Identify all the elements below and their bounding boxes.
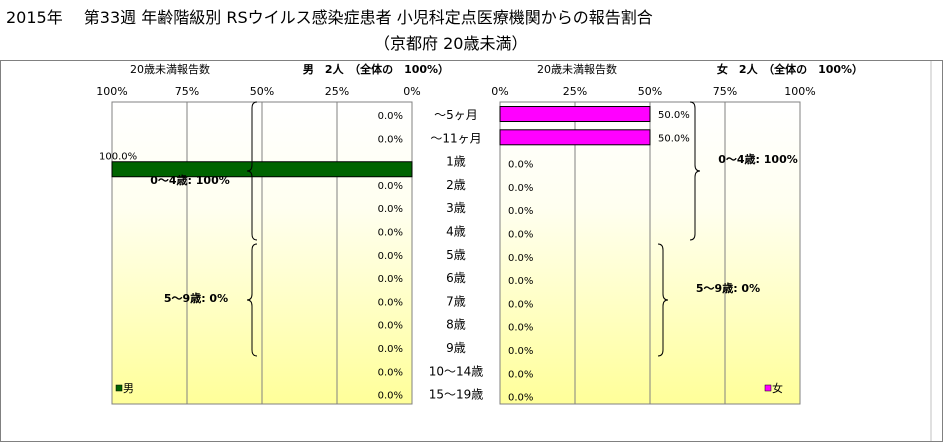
female-value-label: 0.0%: [508, 299, 533, 310]
category-label: ～5ヶ月: [434, 108, 478, 122]
female-value-label: 0.0%: [508, 276, 533, 287]
male-value-label: 0.0%: [378, 251, 403, 262]
female-header: 女 2人 （全体の 100%）: [717, 62, 863, 76]
female-bar: [499, 106, 651, 122]
male-tick-label: 25%: [325, 85, 349, 98]
male-panel-label: 20歳未満報告数: [130, 63, 210, 76]
category-label: 10～14歳: [429, 364, 484, 378]
category-label: 1歳: [446, 155, 466, 169]
male-value-label: 0.0%: [378, 344, 403, 355]
female-tick-label: 50%: [638, 85, 662, 98]
female-panel-label: 20歳未満報告数: [537, 63, 617, 76]
female-value-label: 0.0%: [508, 183, 533, 194]
female-bar: [499, 129, 651, 146]
category-label: 8歳: [446, 318, 466, 332]
female-value-label: 0.0%: [508, 230, 533, 241]
male-legend-swatch: [115, 384, 123, 392]
male-brace-5-9: [246, 243, 258, 357]
category-label: 9歳: [446, 341, 466, 355]
category-label: 4歳: [446, 225, 466, 239]
male-value-label: 0.0%: [378, 391, 403, 402]
male-value-label: 0.0%: [378, 297, 403, 308]
female-legend-swatch: [764, 384, 772, 392]
male-value-label: 0.0%: [378, 228, 403, 239]
category-label: 6歳: [446, 271, 466, 285]
female-group-label: 0～4歳: 100%: [718, 152, 798, 166]
female-value-label: 0.0%: [508, 369, 533, 380]
male-header: 男 2人 （全体の 100%）: [303, 62, 449, 76]
male-group-label: 5～9歳: 0%: [164, 291, 228, 305]
male-value-label: 0.0%: [378, 274, 403, 285]
male-tick-label: 100%: [96, 85, 127, 98]
category-label: 15～19歳: [429, 388, 484, 402]
female-value-label: 0.0%: [508, 346, 533, 357]
chart-border: [0, 60, 943, 442]
female-value-label: 50.0%: [658, 110, 690, 121]
female-tick-label: 75%: [713, 85, 737, 98]
male-value-label: 0.0%: [378, 367, 403, 378]
category-label: 2歳: [446, 178, 466, 192]
female-tick-label: 100%: [784, 85, 815, 98]
male-tick-label: 0%: [403, 85, 420, 98]
male-value-label: 0.0%: [378, 204, 403, 215]
female-value-label: 0.0%: [508, 206, 533, 217]
male-value-label: 0.0%: [378, 111, 403, 122]
chart-edge: [931, 62, 942, 440]
male-value-label: 100.0%: [99, 152, 137, 163]
female-group-label: 5～9歳: 0%: [696, 281, 760, 295]
female-legend-label: 女: [772, 381, 783, 395]
category-label: 7歳: [446, 294, 466, 308]
category-label: 3歳: [446, 201, 466, 215]
male-value-label: 0.0%: [378, 321, 403, 332]
male-value-label: 0.0%: [378, 181, 403, 192]
male-group-label: 0～4歳: 100%: [150, 173, 230, 187]
male-tick-label: 75%: [175, 85, 199, 98]
female-value-label: 50.0%: [658, 133, 690, 144]
male-legend-label: 男: [123, 382, 134, 395]
female-value-label: 0.0%: [508, 160, 533, 171]
female-value-label: 0.0%: [508, 323, 533, 334]
male-bar: [111, 161, 413, 178]
female-value-label: 0.0%: [508, 253, 533, 264]
female-tick-label: 25%: [563, 85, 587, 98]
female-brace-5-9: [657, 243, 669, 357]
female-value-label: 0.0%: [508, 393, 533, 404]
male-brace-0-4: [246, 101, 258, 241]
male-value-label: 0.0%: [378, 134, 403, 145]
category-label: ～11ヶ月: [430, 131, 481, 145]
male-tick-label: 50%: [250, 85, 274, 98]
female-tick-label: 0%: [491, 85, 508, 98]
chart-subtitle: （京都府 20歳未満）: [374, 34, 528, 53]
chart-title: 2015年 第33週 年齢階級別 RSウイルス感染症患者 小児科定点医療機関から…: [6, 8, 653, 27]
category-label: 5歳: [446, 248, 466, 262]
female-brace-0-4: [689, 101, 701, 241]
